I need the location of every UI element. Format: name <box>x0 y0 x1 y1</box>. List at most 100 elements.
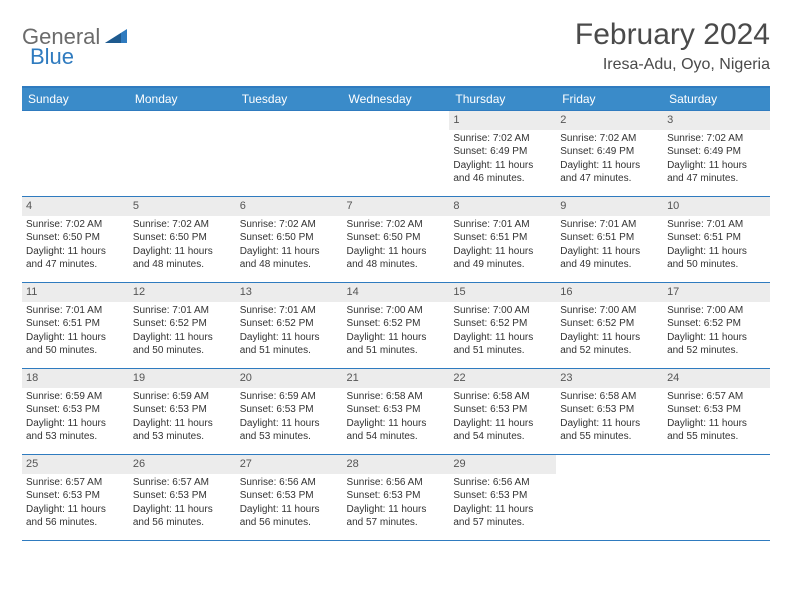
calendar-cell: 4Sunrise: 7:02 AMSunset: 6:50 PMDaylight… <box>22 197 129 283</box>
sunrise-text: Sunrise: 7:02 AM <box>26 218 125 232</box>
day-details: Sunrise: 7:00 AMSunset: 6:52 PMDaylight:… <box>449 302 556 360</box>
sunrise-text: Sunrise: 7:00 AM <box>667 304 766 318</box>
day-details: Sunrise: 6:57 AMSunset: 6:53 PMDaylight:… <box>22 474 129 532</box>
day-details: Sunrise: 7:01 AMSunset: 6:51 PMDaylight:… <box>663 216 770 274</box>
calendar-cell: 13Sunrise: 7:01 AMSunset: 6:52 PMDayligh… <box>236 283 343 369</box>
calendar-cell: 21Sunrise: 6:58 AMSunset: 6:53 PMDayligh… <box>343 369 450 455</box>
sunrise-text: Sunrise: 6:59 AM <box>240 390 339 404</box>
day-number: 21 <box>343 369 450 388</box>
sunset-text: Sunset: 6:53 PM <box>133 489 232 503</box>
sunset-text: Sunset: 6:51 PM <box>453 231 552 245</box>
header: General February 2024 Iresa-Adu, Oyo, Ni… <box>22 18 770 74</box>
calendar-week-row: 1Sunrise: 7:02 AMSunset: 6:49 PMDaylight… <box>22 111 770 197</box>
daylight-text: Daylight: 11 hours and 51 minutes. <box>347 331 446 358</box>
calendar-cell: 8Sunrise: 7:01 AMSunset: 6:51 PMDaylight… <box>449 197 556 283</box>
daylight-text: Daylight: 11 hours and 57 minutes. <box>347 503 446 530</box>
calendar-cell: 19Sunrise: 6:59 AMSunset: 6:53 PMDayligh… <box>129 369 236 455</box>
sunrise-text: Sunrise: 6:59 AM <box>26 390 125 404</box>
sunset-text: Sunset: 6:53 PM <box>667 403 766 417</box>
sunset-text: Sunset: 6:49 PM <box>560 145 659 159</box>
calendar-cell: 7Sunrise: 7:02 AMSunset: 6:50 PMDaylight… <box>343 197 450 283</box>
sunrise-text: Sunrise: 6:58 AM <box>560 390 659 404</box>
day-details: Sunrise: 6:58 AMSunset: 6:53 PMDaylight:… <box>556 388 663 446</box>
calendar-cell: 3Sunrise: 7:02 AMSunset: 6:49 PMDaylight… <box>663 111 770 197</box>
calendar-cell <box>129 111 236 197</box>
day-details: Sunrise: 6:56 AMSunset: 6:53 PMDaylight:… <box>343 474 450 532</box>
sunset-text: Sunset: 6:50 PM <box>133 231 232 245</box>
day-details: Sunrise: 6:57 AMSunset: 6:53 PMDaylight:… <box>129 474 236 532</box>
day-number <box>129 111 236 129</box>
daylight-text: Daylight: 11 hours and 48 minutes. <box>347 245 446 272</box>
daylight-text: Daylight: 11 hours and 50 minutes. <box>133 331 232 358</box>
calendar-cell <box>663 455 770 541</box>
day-number: 13 <box>236 283 343 302</box>
day-details: Sunrise: 7:01 AMSunset: 6:51 PMDaylight:… <box>449 216 556 274</box>
day-number: 19 <box>129 369 236 388</box>
sunset-text: Sunset: 6:53 PM <box>240 489 339 503</box>
sunset-text: Sunset: 6:52 PM <box>133 317 232 331</box>
sunrise-text: Sunrise: 6:56 AM <box>347 476 446 490</box>
logo-text-blue: Blue <box>30 44 74 69</box>
day-details: Sunrise: 6:58 AMSunset: 6:53 PMDaylight:… <box>343 388 450 446</box>
day-number: 3 <box>663 111 770 130</box>
sunrise-text: Sunrise: 7:02 AM <box>240 218 339 232</box>
daylight-text: Daylight: 11 hours and 49 minutes. <box>453 245 552 272</box>
day-number: 4 <box>22 197 129 216</box>
daylight-text: Daylight: 11 hours and 55 minutes. <box>560 417 659 444</box>
day-header-row: Sunday Monday Tuesday Wednesday Thursday… <box>22 87 770 111</box>
day-details: Sunrise: 7:01 AMSunset: 6:52 PMDaylight:… <box>236 302 343 360</box>
sunrise-text: Sunrise: 7:01 AM <box>453 218 552 232</box>
daylight-text: Daylight: 11 hours and 49 minutes. <box>560 245 659 272</box>
calendar-week-row: 11Sunrise: 7:01 AMSunset: 6:51 PMDayligh… <box>22 283 770 369</box>
calendar-cell <box>343 111 450 197</box>
sunset-text: Sunset: 6:53 PM <box>453 403 552 417</box>
sunrise-text: Sunrise: 6:58 AM <box>453 390 552 404</box>
day-header: Sunday <box>22 87 129 111</box>
calendar-cell: 20Sunrise: 6:59 AMSunset: 6:53 PMDayligh… <box>236 369 343 455</box>
daylight-text: Daylight: 11 hours and 53 minutes. <box>133 417 232 444</box>
sunset-text: Sunset: 6:53 PM <box>560 403 659 417</box>
day-number: 2 <box>556 111 663 130</box>
day-header: Wednesday <box>343 87 450 111</box>
sunrise-text: Sunrise: 7:01 AM <box>240 304 339 318</box>
day-number: 10 <box>663 197 770 216</box>
day-details: Sunrise: 7:02 AMSunset: 6:49 PMDaylight:… <box>556 130 663 188</box>
daylight-text: Daylight: 11 hours and 47 minutes. <box>667 159 766 186</box>
daylight-text: Daylight: 11 hours and 51 minutes. <box>240 331 339 358</box>
day-details: Sunrise: 7:02 AMSunset: 6:50 PMDaylight:… <box>129 216 236 274</box>
daylight-text: Daylight: 11 hours and 54 minutes. <box>453 417 552 444</box>
day-number: 23 <box>556 369 663 388</box>
day-header: Saturday <box>663 87 770 111</box>
sunset-text: Sunset: 6:53 PM <box>26 403 125 417</box>
calendar-cell: 22 Sunrise: 6:58 AMSunset: 6:53 PMDayligh… <box>449 369 556 455</box>
calendar-table: Sunday Monday Tuesday Wednesday Thursday… <box>22 86 770 541</box>
sunrise-text: Sunrise: 7:00 AM <box>453 304 552 318</box>
day-details: Sunrise: 6:59 AMSunset: 6:53 PMDaylight:… <box>22 388 129 446</box>
daylight-text: Daylight: 11 hours and 50 minutes. <box>26 331 125 358</box>
daylight-text: Daylight: 11 hours and 56 minutes. <box>133 503 232 530</box>
calendar-cell: 18Sunrise: 6:59 AMSunset: 6:53 PMDayligh… <box>22 369 129 455</box>
logo-triangle-icon <box>105 27 127 48</box>
day-details: Sunrise: 7:02 AMSunset: 6:50 PMDaylight:… <box>236 216 343 274</box>
day-details: Sunrise: 7:00 AMSunset: 6:52 PMDaylight:… <box>343 302 450 360</box>
sunset-text: Sunset: 6:52 PM <box>240 317 339 331</box>
sunset-text: Sunset: 6:53 PM <box>347 489 446 503</box>
daylight-text: Daylight: 11 hours and 47 minutes. <box>26 245 125 272</box>
calendar-cell: 2Sunrise: 7:02 AMSunset: 6:49 PMDaylight… <box>556 111 663 197</box>
calendar-cell <box>556 455 663 541</box>
sunset-text: Sunset: 6:50 PM <box>240 231 339 245</box>
day-number: 16 <box>556 283 663 302</box>
calendar-week-row: 25Sunrise: 6:57 AMSunset: 6:53 PMDayligh… <box>22 455 770 541</box>
sunrise-text: Sunrise: 6:57 AM <box>667 390 766 404</box>
sunrise-text: Sunrise: 7:01 AM <box>667 218 766 232</box>
sunset-text: Sunset: 6:53 PM <box>240 403 339 417</box>
daylight-text: Daylight: 11 hours and 46 minutes. <box>453 159 552 186</box>
day-number: 8 <box>449 197 556 216</box>
day-number: 22 <box>449 369 556 388</box>
daylight-text: Daylight: 11 hours and 53 minutes. <box>240 417 339 444</box>
day-details: Sunrise: 6:56 AMSunset: 6:53 PMDaylight:… <box>236 474 343 532</box>
day-number: 11 <box>22 283 129 302</box>
daylight-text: Daylight: 11 hours and 51 minutes. <box>453 331 552 358</box>
day-number: 26 <box>129 455 236 474</box>
calendar-week-row: 18Sunrise: 6:59 AMSunset: 6:53 PMDayligh… <box>22 369 770 455</box>
